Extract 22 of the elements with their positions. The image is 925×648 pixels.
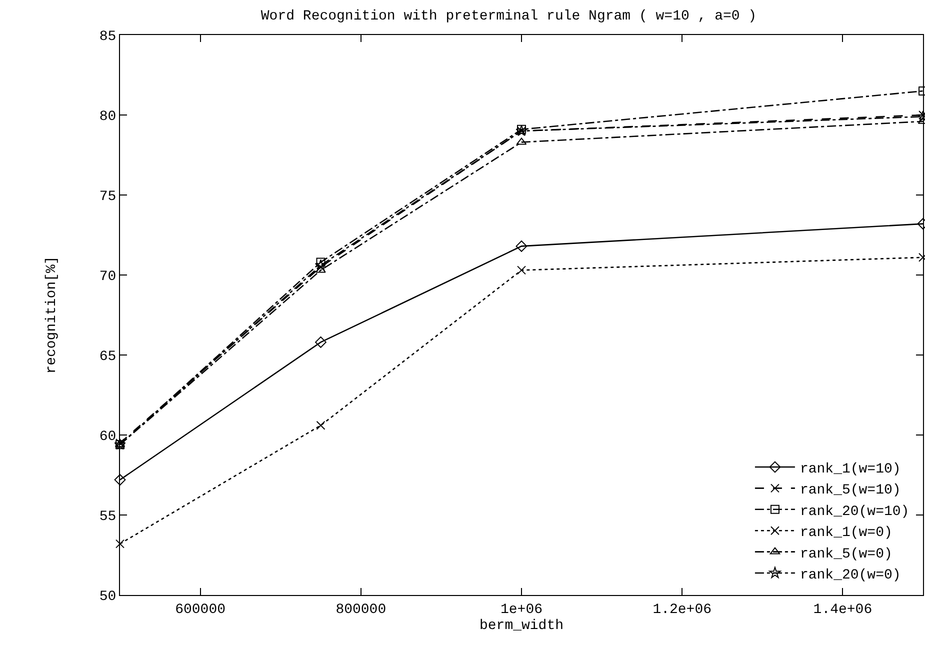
- x-tick-label: 1.2e+06: [652, 602, 712, 618]
- chart-title: Word Recognition with preterminal rule Ngram ( w=10 , a=0 ): [260, 8, 757, 25]
- y-tick-label: 60: [99, 428, 116, 445]
- y-tick-label: 70: [99, 268, 116, 285]
- x-axis-title: berm_width: [479, 618, 564, 634]
- legend-label: rank_20(w=10): [800, 504, 910, 520]
- y-tick-label: 80: [99, 108, 116, 125]
- x-tick-label: 1e+06: [500, 602, 543, 618]
- legend-label: rank_1(w=0): [800, 525, 892, 542]
- y-tick-label: 65: [99, 348, 116, 365]
- x-tick-label: 600000: [175, 602, 226, 618]
- y-tick-label: 50: [99, 588, 116, 605]
- legend-label: rank_5(w=10): [800, 482, 901, 499]
- x-tick-label: 800000: [336, 602, 386, 618]
- legend-label: rank_20(w=0): [800, 567, 901, 584]
- x-tick-label: 1.4e+06: [813, 602, 872, 618]
- legend-label: rank_1(w=10): [800, 461, 901, 478]
- y-axis-title: recognition[%]: [44, 256, 60, 374]
- y-tick-label: 55: [99, 508, 116, 525]
- y-tick-label: 85: [99, 28, 116, 45]
- legend-label: rank_5(w=0): [800, 546, 892, 562]
- y-tick-label: 75: [99, 188, 116, 205]
